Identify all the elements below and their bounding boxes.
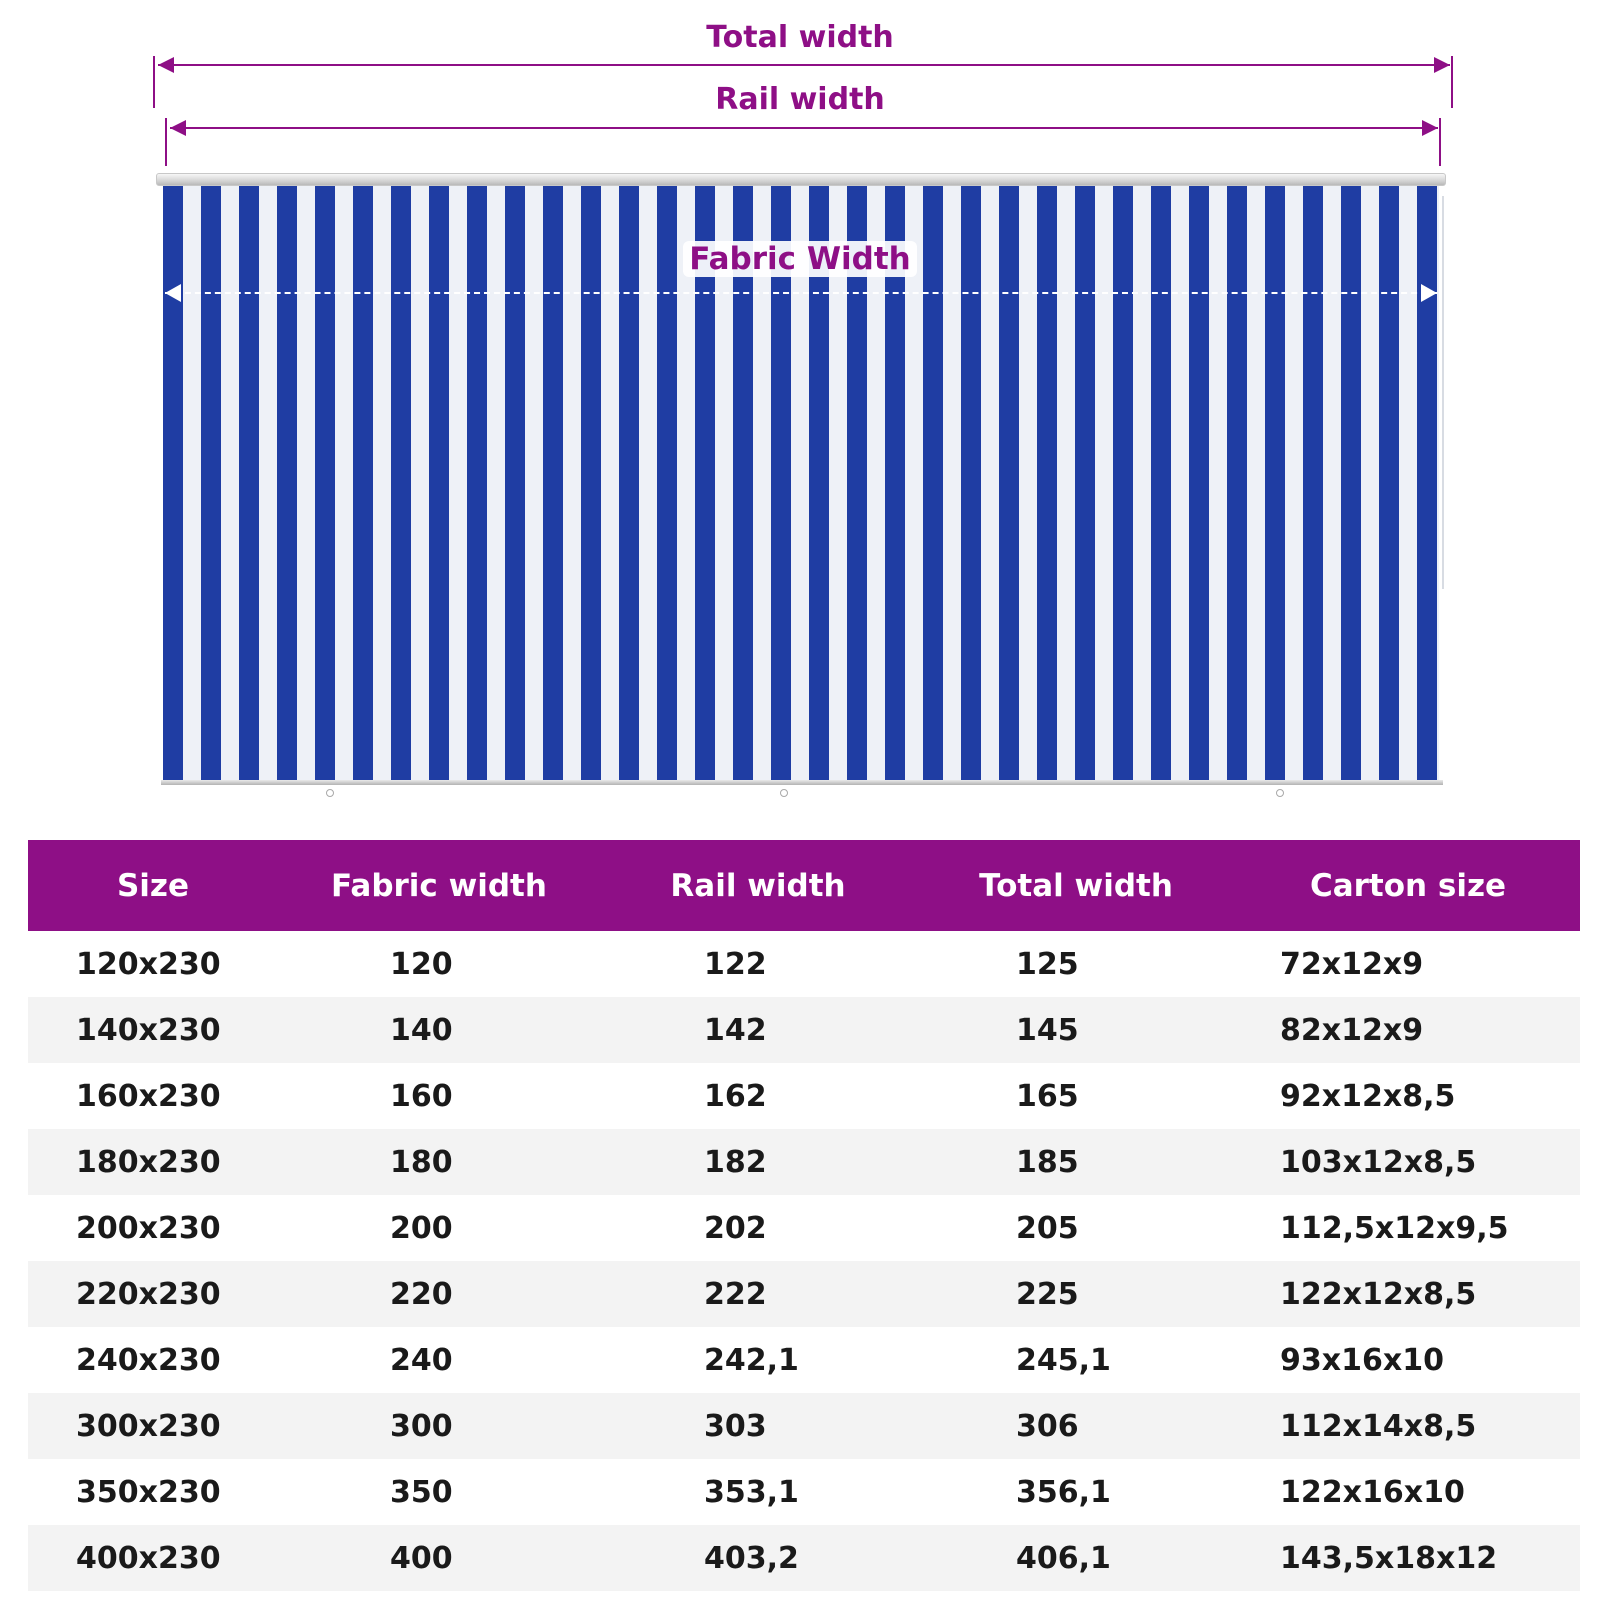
cell-fabric-width: 140 [278, 997, 600, 1063]
table-row: 140x230 140 142 145 82x12x9 [28, 997, 1580, 1063]
striped-fabric [163, 186, 1439, 780]
table-row: 300x230 300 303 306 112x14x8,5 [28, 1393, 1580, 1459]
cell-fabric-width: 120 [390, 946, 453, 982]
cell-fabric-width: 180 [278, 1129, 600, 1195]
table-row: 160x230 160 162 165 92x12x8,5 [28, 1063, 1580, 1129]
table-row: 180x230 180 182 185 103x12x8,5 [28, 1129, 1580, 1195]
cell-carton-size: 72x12x9 [1280, 946, 1424, 982]
ring-icon [326, 789, 334, 797]
table-row: 240x230 240 242,1 245,1 93x16x10 [28, 1327, 1580, 1393]
cell-fabric-width: 220 [278, 1261, 600, 1327]
table-header-row: Size Fabric width Rail width Total width… [28, 840, 1580, 931]
fabric-width-label: Fabric Width [0, 241, 1600, 277]
cell-rail-width: 182 [600, 1129, 916, 1195]
cell-size: 200x230 [76, 1210, 221, 1246]
total-width-arrow [158, 57, 1450, 73]
cell-rail-width: 353,1 [704, 1474, 799, 1510]
cell-size: 300x230 [28, 1393, 278, 1459]
cell-rail-width: 303 [600, 1393, 916, 1459]
cell-size: 160x230 [76, 1078, 221, 1114]
header-carton-size: Carton size [1236, 840, 1580, 931]
blind-rail [156, 173, 1446, 186]
cell-fabric-width: 300 [278, 1393, 600, 1459]
cell-carton-size: 112x14x8,5 [1236, 1393, 1580, 1459]
fabric-width-label-text: Fabric Width [683, 241, 917, 277]
arrow-left-icon [165, 284, 181, 302]
arrow-right-icon [1422, 120, 1438, 136]
cell-carton-size: 122x16x10 [1280, 1474, 1465, 1510]
cell-total-width: 225 [916, 1261, 1236, 1327]
cell-fabric-width: 350 [390, 1474, 453, 1510]
total-width-tick-right [1451, 56, 1453, 108]
header-size: Size [28, 840, 278, 931]
cell-size: 120x230 [76, 946, 221, 982]
arrow-right-icon [1434, 57, 1450, 73]
bottom-bar [161, 780, 1443, 785]
cell-size: 400x230 [28, 1525, 278, 1591]
table-row: 400x230 400 403,2 406,1 143,5x18x12 [28, 1525, 1580, 1591]
cell-fabric-width: 400 [278, 1525, 600, 1591]
cell-size: 180x230 [28, 1129, 278, 1195]
table-row: 220x230 220 222 225 122x12x8,5 [28, 1261, 1580, 1327]
cell-carton-size: 122x12x8,5 [1236, 1261, 1580, 1327]
cell-carton-size: 82x12x9 [1236, 997, 1580, 1063]
cell-rail-width: 403,2 [600, 1525, 916, 1591]
header-total-width: Total width [916, 840, 1236, 931]
cell-total-width: 165 [1016, 1078, 1079, 1114]
cell-total-width: 205 [1016, 1210, 1079, 1246]
cell-rail-width: 202 [704, 1210, 767, 1246]
cell-total-width: 185 [916, 1129, 1236, 1195]
pull-cord [1442, 196, 1444, 589]
cell-rail-width: 242,1 [704, 1342, 799, 1378]
table-row: 350x230 350 353,1 356,1 122x16x10 [28, 1459, 1580, 1525]
cell-total-width: 145 [916, 997, 1236, 1063]
arrow-right-icon [1421, 284, 1437, 302]
cell-total-width: 406,1 [916, 1525, 1236, 1591]
rail-width-tick-left [165, 118, 167, 166]
arrow-left-icon [170, 120, 186, 136]
cell-carton-size: 143,5x18x12 [1236, 1525, 1580, 1591]
cell-total-width: 125 [1016, 946, 1079, 982]
ring-icon [780, 789, 788, 797]
fabric-width-arrow [165, 284, 1437, 302]
arrow-left-icon [158, 57, 174, 73]
cell-fabric-width: 240 [390, 1342, 453, 1378]
size-table: Size Fabric width Rail width Total width… [28, 840, 1580, 1591]
cell-size: 140x230 [28, 997, 278, 1063]
cell-rail-width: 142 [600, 997, 916, 1063]
cell-rail-width: 222 [600, 1261, 916, 1327]
cell-carton-size: 92x12x8,5 [1280, 1078, 1456, 1114]
rail-width-arrow [170, 120, 1438, 136]
table-row: 200x230 200 202 205 112,5x12x9,5 [28, 1195, 1580, 1261]
cell-size: 240x230 [76, 1342, 221, 1378]
rail-width-label: Rail width [715, 82, 885, 117]
ring-icon [1276, 789, 1284, 797]
rail-width-tick-right [1439, 118, 1441, 166]
cell-carton-size: 93x16x10 [1280, 1342, 1444, 1378]
cell-total-width: 356,1 [1016, 1474, 1111, 1510]
cell-rail-width: 162 [704, 1078, 767, 1114]
cell-size: 350x230 [76, 1474, 221, 1510]
total-width-label: Total width [706, 20, 894, 55]
cell-fabric-width: 200 [390, 1210, 453, 1246]
cell-fabric-width: 160 [390, 1078, 453, 1114]
table-row: 120x230 120 122 125 72x12x9 [28, 931, 1580, 997]
cell-size: 220x230 [28, 1261, 278, 1327]
cell-carton-size: 112,5x12x9,5 [1280, 1210, 1509, 1246]
header-fabric-width: Fabric width [278, 840, 600, 931]
header-rail-width: Rail width [600, 840, 916, 931]
total-width-tick-left [153, 56, 155, 108]
cell-total-width: 245,1 [1016, 1342, 1111, 1378]
cell-rail-width: 122 [704, 946, 767, 982]
cell-carton-size: 103x12x8,5 [1236, 1129, 1580, 1195]
cell-total-width: 306 [916, 1393, 1236, 1459]
